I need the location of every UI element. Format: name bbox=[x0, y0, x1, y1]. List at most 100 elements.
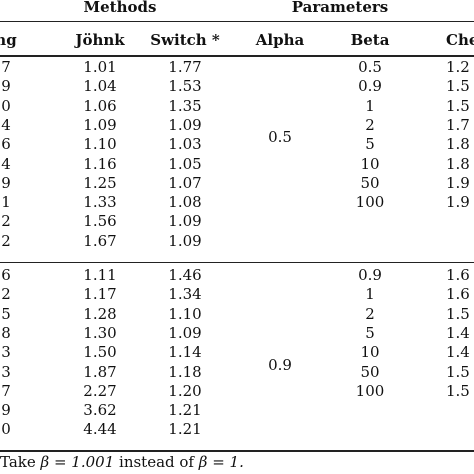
johnk-cell: 1.33 bbox=[83, 193, 117, 212]
first-col-cell: 0 bbox=[1, 420, 11, 439]
column-header-johnk: Jöhnk bbox=[75, 31, 125, 49]
footnote: Take β = 1.001 instead of β = 1. bbox=[0, 452, 244, 472]
first-col-cell: 7 bbox=[1, 58, 11, 76]
johnk-cell: 3.62 bbox=[83, 401, 117, 420]
beta-cell: 1 bbox=[365, 96, 375, 115]
first-col-cell: 2 bbox=[1, 212, 11, 231]
johnk-cell: 1.28 bbox=[83, 304, 117, 323]
johnk-cell: 1.56 bbox=[83, 212, 117, 231]
first-col-cell: 1 bbox=[1, 193, 11, 212]
switch-cell: 1.09 bbox=[168, 231, 202, 250]
johnk-cell: 1.06 bbox=[83, 96, 117, 115]
first-col-cell: 3 bbox=[1, 362, 11, 381]
switch-cell: 1.09 bbox=[168, 323, 202, 342]
switch-cell: 1.21 bbox=[168, 401, 202, 420]
switch-cell: 1.18 bbox=[168, 362, 202, 381]
beta-cell: 0.5 bbox=[358, 58, 382, 76]
column-header-switch: Switch * bbox=[150, 31, 220, 49]
switch-cell: 1.07 bbox=[168, 173, 202, 192]
johnk-cell: 1.11 bbox=[83, 266, 117, 284]
alpha-value-block1: 0.5 bbox=[268, 128, 292, 146]
che-cell: 1.4 bbox=[446, 323, 470, 342]
column-header-0: ng bbox=[0, 31, 17, 49]
che-cell: 1.5 bbox=[446, 304, 470, 323]
che-cell: 1.5 bbox=[446, 77, 470, 96]
che-cell: 1.5 bbox=[446, 381, 470, 400]
rule-block-separator bbox=[0, 262, 474, 263]
first-col-cell: 4 bbox=[1, 154, 11, 173]
che-cell: 1.8 bbox=[446, 135, 470, 154]
che-cell: 1.8 bbox=[446, 154, 470, 173]
switch-cell: 1.09 bbox=[168, 115, 202, 134]
first-col-cell: 9 bbox=[1, 173, 11, 192]
column-header-beta: Beta bbox=[350, 31, 390, 49]
johnk-cell: 1.10 bbox=[83, 135, 117, 154]
switch-cell: 1.09 bbox=[168, 212, 202, 231]
alpha-value-block2: 0.9 bbox=[268, 356, 292, 374]
switch-cell: 1.34 bbox=[168, 285, 202, 304]
johnk-cell: 1.01 bbox=[83, 58, 117, 76]
switch-cell: 1.35 bbox=[168, 96, 202, 115]
johnk-cell: 1.16 bbox=[83, 154, 117, 173]
column-header-alpha: Alpha bbox=[255, 31, 305, 49]
first-col-cell: 3 bbox=[1, 343, 11, 362]
header-methods: Methods bbox=[83, 0, 157, 16]
switch-cell: 1.14 bbox=[168, 343, 202, 362]
beta-cell: 1 bbox=[365, 285, 375, 304]
beta-cell: 0.9 bbox=[358, 266, 382, 284]
switch-cell: 1.05 bbox=[168, 154, 202, 173]
beta-cell: 10 bbox=[360, 343, 380, 362]
che-cell: 1.6 bbox=[446, 266, 470, 284]
beta-cell: 100 bbox=[355, 381, 385, 400]
switch-cell: 1.77 bbox=[168, 58, 202, 76]
first-col-cell: 6 bbox=[1, 266, 11, 284]
switch-cell: 1.08 bbox=[168, 193, 202, 212]
johnk-cell: 1.09 bbox=[83, 115, 117, 134]
johnk-cell: 1.04 bbox=[83, 77, 117, 96]
beta-cell: 50 bbox=[360, 362, 380, 381]
rule-bottom bbox=[0, 450, 474, 452]
che-cell: 1.4 bbox=[446, 343, 470, 362]
footnote-expr1: β = 1.001 bbox=[40, 453, 115, 471]
switch-cell: 1.53 bbox=[168, 77, 202, 96]
footnote-prefix: Take bbox=[0, 453, 36, 471]
che-cell: 1.2 bbox=[446, 58, 470, 76]
column-header-che: Che bbox=[446, 31, 474, 49]
che-cell: 1.9 bbox=[446, 193, 470, 212]
first-col-cell: 5 bbox=[1, 304, 11, 323]
che-cell: 1.5 bbox=[446, 96, 470, 115]
johnk-cell: 1.50 bbox=[83, 343, 117, 362]
footnote-expr2: β = 1. bbox=[198, 453, 244, 471]
switch-cell: 1.20 bbox=[168, 381, 202, 400]
first-col-cell: 4 bbox=[1, 115, 11, 134]
che-cell: 1.6 bbox=[446, 285, 470, 304]
beta-cell: 50 bbox=[360, 173, 380, 192]
switch-cell: 1.10 bbox=[168, 304, 202, 323]
footnote-middle: instead of bbox=[119, 453, 194, 471]
beta-cell: 2 bbox=[365, 304, 375, 323]
rule-under-group bbox=[0, 21, 474, 22]
switch-cell: 1.21 bbox=[168, 420, 202, 439]
beta-cell: 5 bbox=[365, 135, 375, 154]
first-col-cell: 8 bbox=[1, 323, 11, 342]
beta-cell: 5 bbox=[365, 323, 375, 342]
beta-cell: 100 bbox=[355, 193, 385, 212]
beta-cell: 0.9 bbox=[358, 77, 382, 96]
rule-under-header bbox=[0, 55, 474, 57]
first-col-cell: 9 bbox=[1, 77, 11, 96]
beta-cell: 2 bbox=[365, 115, 375, 134]
che-cell: 1.7 bbox=[446, 115, 470, 134]
johnk-cell: 1.87 bbox=[83, 362, 117, 381]
first-col-cell: 7 bbox=[1, 381, 11, 400]
johnk-cell: 2.27 bbox=[83, 381, 117, 400]
che-cell: 1.5 bbox=[446, 362, 470, 381]
beta-cell: 10 bbox=[360, 154, 380, 173]
switch-cell: 1.46 bbox=[168, 266, 202, 284]
header-parameters: Parameters bbox=[291, 0, 389, 16]
johnk-cell: 1.30 bbox=[83, 323, 117, 342]
johnk-cell: 1.25 bbox=[83, 173, 117, 192]
first-col-cell: 0 bbox=[1, 96, 11, 115]
johnk-cell: 4.44 bbox=[83, 420, 117, 439]
johnk-cell: 1.17 bbox=[83, 285, 117, 304]
